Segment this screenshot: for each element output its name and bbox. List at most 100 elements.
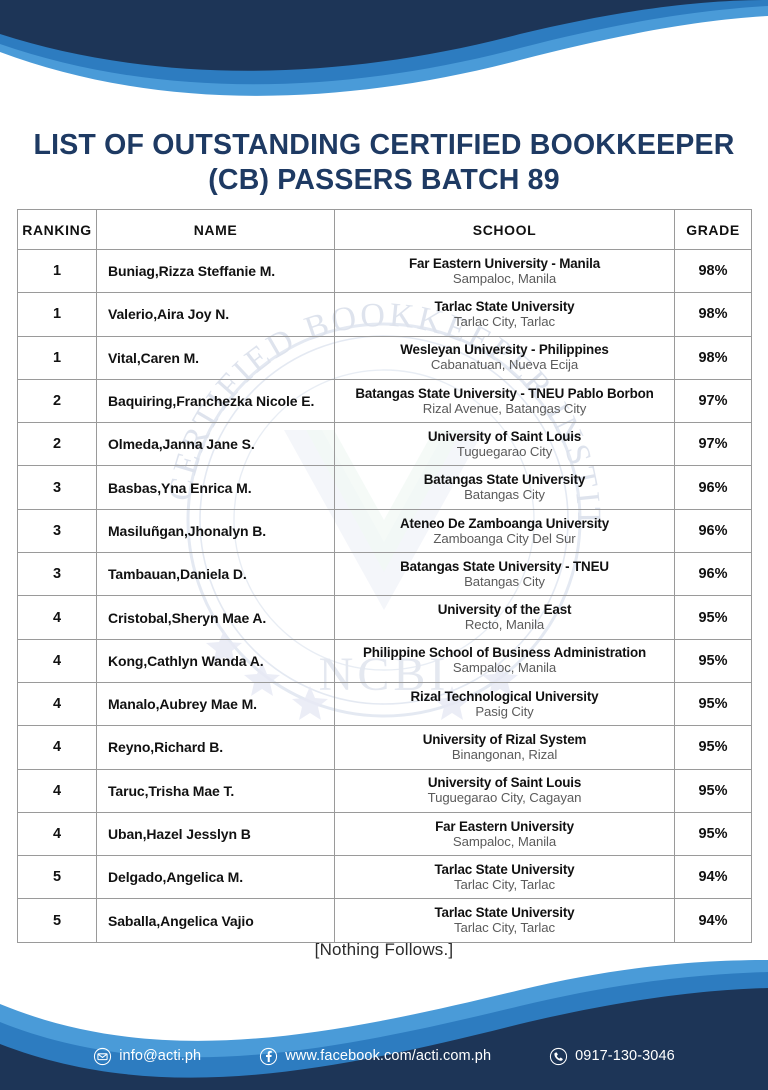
passers-table: RANKING NAME SCHOOL GRADE 1 Buniag,Rizza …	[17, 209, 752, 943]
contact-item-phone[interactable]: 0917-130-3046	[549, 1047, 675, 1066]
cell-name: Vital,Caren M.	[96, 335, 335, 380]
cell-grade: 96%	[674, 465, 752, 510]
cell-name: Valerio,Aira Joy N.	[96, 292, 335, 337]
school-name: Batangas State University	[423, 472, 586, 488]
cell-school: Far Eastern University - Manila Sampaloc,…	[334, 248, 675, 294]
cell-school: University of Rizal System Binangonan, Ri…	[334, 725, 675, 770]
cell-grade: 95%	[674, 681, 752, 727]
cell-grade: 94%	[674, 855, 752, 900]
cell-grade: 94%	[674, 898, 752, 943]
table-row: 4 Reyno,Richard B. University of Rizal Sys…	[17, 725, 752, 770]
cell-grade: 95%	[674, 638, 752, 683]
cell-name: Basbas,Yna Enrica M.	[96, 465, 335, 510]
contact-text: www.facebook.com/acti.com.ph	[285, 1048, 492, 1064]
school-location: Pasig City	[475, 703, 534, 719]
cell-ranking: 4	[17, 638, 97, 683]
school-location: Tarlac City, Tarlac	[454, 314, 555, 330]
cell-name: Taruc,Trisha Mae T.	[96, 768, 335, 813]
end-of-list-note: [Nothing Follows.]	[314, 940, 454, 959]
cell-ranking: 4	[17, 768, 97, 813]
cell-ranking: 4	[17, 811, 97, 857]
cell-grade: 95%	[674, 595, 752, 640]
cell-ranking: 1	[17, 292, 97, 337]
table-body: 1 Buniag,Rizza Steffanie M. Far Eastern Un…	[17, 248, 752, 943]
cell-ranking: 1	[17, 335, 97, 380]
cell-ranking: 4	[17, 725, 97, 770]
page-title-line-1: LIST OF OUTSTANDING CERTIFIED BOOKKEEPER	[33, 129, 735, 161]
cell-name: Delgado,Angelica M.	[96, 855, 335, 900]
school-name: Rizal Technological University	[410, 688, 599, 704]
school-name: Tarlac State University	[434, 861, 575, 877]
table-row: 4 Manalo,Aubrey Mae M. Rizal Technological…	[17, 681, 752, 727]
cell-grade: 98%	[674, 335, 752, 380]
column-header-grade: GRADE	[674, 209, 752, 250]
school-name: University of Saint Louis	[427, 775, 582, 791]
cell-school: Batangas State University Batangas City	[334, 465, 675, 510]
cell-grade: 98%	[674, 292, 752, 337]
cell-name: Uban,Hazel Jesslyn B	[96, 811, 335, 857]
cell-school: Tarlac State University Tarlac City, Tarl…	[334, 898, 675, 943]
school-location: Sampaloc, Manila	[452, 833, 557, 849]
school-location: Tarlac City, Tarlac	[454, 920, 555, 936]
table-header-row: RANKING NAME SCHOOL GRADE	[17, 209, 752, 250]
cell-name: Cristobal,Sheryn Mae A.	[96, 595, 335, 640]
school-location: Tuguegarao City	[456, 443, 553, 459]
column-header-school: SCHOOL	[334, 209, 675, 250]
school-name: Batangas State University - TNEU Pablo B…	[355, 385, 654, 401]
cell-ranking: 2	[17, 422, 97, 467]
passers-table-container: RANKING NAME SCHOOL GRADE 1 Buniag,Rizza …	[17, 209, 752, 943]
cell-school: University of the East Recto, Manila	[334, 595, 675, 640]
cell-name: Reyno,Richard B.	[96, 725, 335, 770]
contact-text: 0917-130-3046	[575, 1048, 675, 1064]
cell-school: University of Saint Louis Tuguegarao City	[334, 422, 675, 467]
school-location: Zamboanga City Del Sur	[433, 530, 576, 546]
cell-school: Ateneo De Zamboanga University Zamboanga …	[334, 508, 675, 554]
school-name: University of the East	[437, 602, 572, 618]
school-name: Ateneo De Zamboanga University	[399, 515, 610, 531]
cell-name: Baquiring,Franchezka Nicole E.	[96, 378, 335, 424]
facebook-icon	[259, 1047, 278, 1066]
cell-name: Olmeda,Janna Jane S.	[96, 422, 335, 467]
cell-ranking: 3	[17, 508, 97, 554]
cell-grade: 95%	[674, 768, 752, 813]
cell-school: Philippine School of Business Administra…	[334, 638, 675, 683]
cell-name: Tambauan,Daniela D.	[96, 552, 335, 597]
page-title: LIST OF OUTSTANDING CERTIFIED BOOKKEEPER…	[0, 128, 768, 198]
table-row: 5 Delgado,Angelica M. Tarlac State Univers…	[17, 855, 752, 900]
table-row: 4 Cristobal,Sheryn Mae A. University of th…	[17, 595, 752, 640]
cell-school: University of Saint Louis Tuguegarao City…	[334, 768, 675, 813]
table-row: 1 Buniag,Rizza Steffanie M. Far Eastern Un…	[17, 248, 752, 294]
school-location: Batangas City	[464, 573, 545, 589]
table-row: 5 Saballa,Angelica Vajio Tarlac State Univ…	[17, 898, 752, 943]
column-header-ranking: RANKING	[17, 209, 97, 250]
contact-text: info@acti.ph	[119, 1048, 202, 1064]
table-row: 4 Kong,Cathlyn Wanda A. Philippine School …	[17, 638, 752, 683]
contact-item-email[interactable]: info@acti.ph	[93, 1047, 201, 1066]
cell-school: Rizal Technological University Pasig City	[334, 681, 675, 727]
cell-name: Buniag,Rizza Steffanie M.	[96, 248, 335, 294]
school-name: Tarlac State University	[434, 299, 575, 315]
school-location: Cabanatuan, Nueva Ecija	[430, 357, 579, 373]
cell-school: Far Eastern University Sampaloc, Manila	[334, 811, 675, 857]
table-row: 3 Tambauan,Daniela D. Batangas State Unive…	[17, 552, 752, 597]
cell-ranking: 5	[17, 855, 97, 900]
contact-item-facebook[interactable]: www.facebook.com/acti.com.ph	[259, 1047, 491, 1066]
cell-name: Manalo,Aubrey Mae M.	[96, 681, 335, 727]
school-name: Far Eastern University	[435, 818, 574, 834]
school-name: Far Eastern University - Manila	[408, 255, 601, 271]
table-row: 2 Olmeda,Janna Jane S. University of Saint…	[17, 422, 752, 467]
school-name: University of Rizal System	[422, 732, 587, 748]
school-location: Batangas City	[464, 487, 545, 503]
table-row: 3 Masiluñgan,Jhonalyn B. Ateneo De Zamboan…	[17, 508, 752, 554]
cell-school: Tarlac State University Tarlac City, Tarl…	[334, 292, 675, 337]
footer-wave-decoration	[0, 960, 768, 1090]
footer-contact-bar: info@acti.ph www.facebook.com/acti.com.ph…	[0, 1036, 768, 1076]
column-header-name: NAME	[96, 209, 335, 250]
cell-ranking: 2	[17, 378, 97, 424]
school-location: Tarlac City, Tarlac	[454, 876, 555, 892]
cell-ranking: 3	[17, 552, 97, 597]
table-row: 1 Vital,Caren M. Wesleyan University - Phi…	[17, 335, 752, 380]
school-location: Recto, Manila	[464, 617, 545, 633]
school-name: University of Saint Louis	[427, 428, 582, 444]
page-title-line-2: (CB) PASSERS BATCH 89	[208, 164, 560, 196]
